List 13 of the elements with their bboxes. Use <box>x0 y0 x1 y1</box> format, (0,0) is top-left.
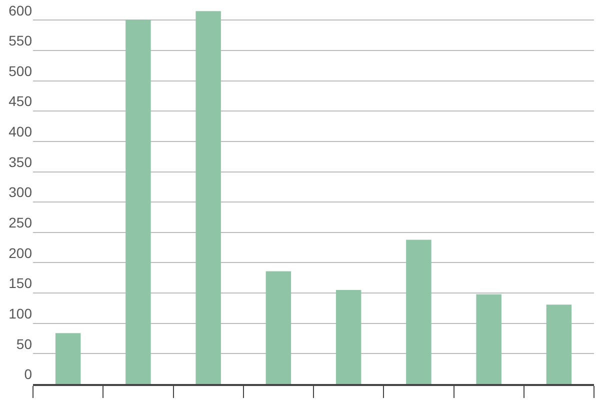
y-tick-label: 150 <box>8 275 32 292</box>
y-tick-label: 300 <box>8 184 32 200</box>
y-tick-label: 350 <box>8 154 32 170</box>
y-tick-label: 0 <box>24 366 32 382</box>
y-tick-label: 200 <box>8 244 32 261</box>
y-tick-label: 250 <box>8 214 32 231</box>
y-tick-label: 400 <box>8 124 32 140</box>
y-tick-label: 600 <box>8 2 32 18</box>
y-tick-label: 450 <box>8 93 32 110</box>
y-tick-label: 550 <box>8 32 32 49</box>
y-tick-label: 50 <box>16 336 32 352</box>
y-tick-label: 500 <box>8 62 32 79</box>
y-tick-label: 100 <box>8 305 32 322</box>
